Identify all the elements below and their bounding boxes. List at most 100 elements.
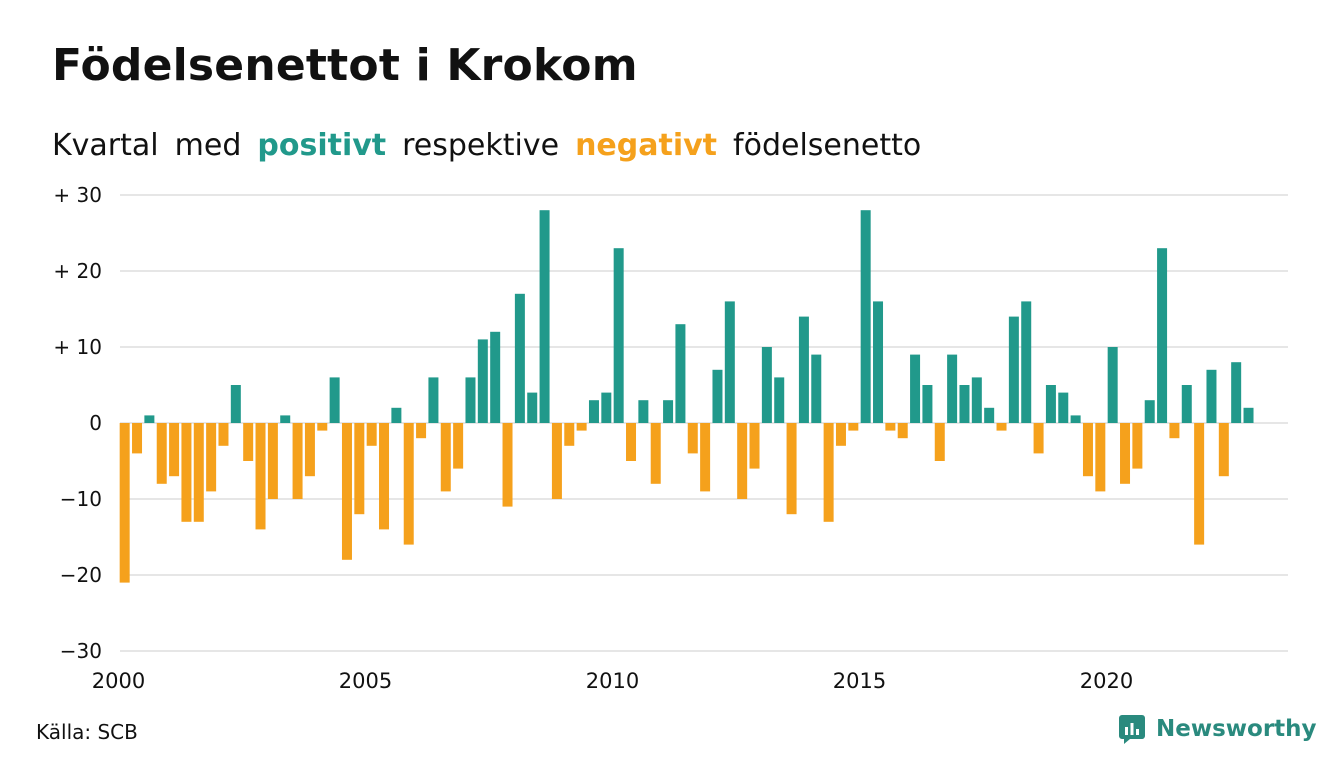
bar-positive [280, 415, 291, 423]
bar-positive [1045, 385, 1056, 423]
bar-positive [391, 407, 402, 423]
bar-negative [132, 423, 143, 454]
bar-negative [626, 423, 637, 461]
bar-positive [761, 347, 772, 423]
bar-negative [502, 423, 513, 507]
bar-negative [650, 423, 661, 484]
subtitle-word: Kvartal [52, 128, 159, 163]
bar-positive [144, 415, 155, 423]
bar-positive [477, 339, 488, 423]
bar-positive [1243, 407, 1254, 423]
bar-positive [527, 392, 538, 423]
brand-name: Newsworthy [1156, 716, 1317, 742]
bar-positive [1157, 248, 1168, 423]
bar-positive [774, 377, 785, 423]
bar-positive [663, 400, 674, 423]
bar-negative [700, 423, 711, 492]
bar-negative [366, 423, 377, 446]
bar-negative [255, 423, 266, 530]
bar-negative [243, 423, 254, 461]
bar-negative [403, 423, 414, 545]
subtitle-word: med [174, 128, 242, 163]
subtitle-positive-label: positivt [257, 128, 387, 163]
bar-negative [1169, 423, 1180, 439]
subtitle-word: respektive [402, 128, 560, 163]
chart-title: Födelsenettot i Krokom [52, 40, 638, 91]
bar-negative [1082, 423, 1093, 477]
bar-positive [811, 354, 822, 423]
bar-negative [749, 423, 760, 469]
bar-negative [354, 423, 365, 515]
bar-negative [687, 423, 698, 454]
bar-positive [601, 392, 612, 423]
bar-positive [1181, 385, 1192, 423]
bar-negative [786, 423, 797, 515]
bar-positive [947, 354, 958, 423]
bar-negative [267, 423, 278, 499]
y-tick-label: + 10 [53, 335, 102, 359]
bar-negative [934, 423, 945, 461]
bar-negative [1095, 423, 1106, 492]
bar-positive [922, 385, 933, 423]
bar-positive [873, 301, 884, 423]
bar-positive [329, 377, 340, 423]
bar-positive [613, 248, 624, 423]
bar-positive [490, 331, 501, 423]
bar-negative [551, 423, 562, 499]
bar-positive [1058, 392, 1069, 423]
bar-negative [317, 423, 328, 431]
bar-positive [1008, 316, 1019, 423]
bar-negative [737, 423, 748, 499]
bar-negative [453, 423, 464, 469]
bar-negative [576, 423, 587, 431]
bar-positive [798, 316, 809, 423]
bar-negative [379, 423, 390, 530]
y-tick-label: 0 [89, 411, 102, 435]
newsworthy-icon [1119, 715, 1145, 744]
bar-negative [1120, 423, 1131, 484]
bar-negative [1132, 423, 1143, 469]
bar-negative [823, 423, 834, 522]
bar-positive [514, 293, 525, 423]
bar-positive [1107, 347, 1118, 423]
bar-positive [959, 385, 970, 423]
bar-positive [539, 210, 550, 423]
bar-negative [169, 423, 180, 477]
bar-positive [971, 377, 982, 423]
y-tick-label: + 20 [53, 259, 102, 283]
bar-negative [1194, 423, 1205, 545]
bar-negative [564, 423, 575, 446]
bar-negative [416, 423, 427, 439]
bar-negative [181, 423, 192, 522]
bar-positive [860, 210, 871, 423]
bar-positive [588, 400, 599, 423]
bar-negative [304, 423, 315, 477]
bar-negative [885, 423, 896, 431]
bar-negative [292, 423, 303, 499]
bar-positive [638, 400, 649, 423]
bar-positive [428, 377, 439, 423]
bar-negative [341, 423, 352, 560]
y-tick-label: −20 [60, 563, 102, 587]
source-label: Källa: SCB [36, 720, 138, 744]
bar-negative [848, 423, 859, 431]
bar-positive [1144, 400, 1155, 423]
bar-positive [1231, 362, 1242, 423]
bar-negative [1218, 423, 1229, 477]
bar-negative [835, 423, 846, 446]
y-tick-label: −10 [60, 487, 102, 511]
bar-positive [230, 385, 241, 423]
subtitle-word: födelsenetto [733, 128, 922, 163]
brand-logo: Newsworthy [1118, 714, 1317, 744]
y-tick-label: + 30 [53, 183, 102, 207]
bar-negative [206, 423, 217, 492]
bar-positive [465, 377, 476, 423]
bar-negative [440, 423, 451, 492]
bar-negative [1033, 423, 1044, 454]
bar-positive [1206, 369, 1217, 423]
bar-positive [724, 301, 735, 423]
bar-positive [1021, 301, 1032, 423]
bar-negative [897, 423, 908, 439]
bar-negative [218, 423, 229, 446]
